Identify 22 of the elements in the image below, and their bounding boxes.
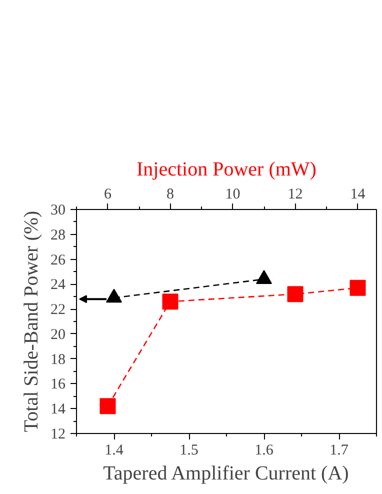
x-tick-label: 1.7 [330,442,349,458]
x2-tick-label: 10 [225,186,240,202]
x-tick-label: 1.5 [180,442,198,458]
x2-tick-label: 8 [166,186,174,202]
y-axis-title: Total Side-Band Power (%) [20,210,42,432]
x-tick-label: 1.6 [254,442,274,458]
x2-tick-label: 12 [288,186,303,202]
y-tick-label: 24 [50,277,66,294]
y-tick-label: 30 [50,202,66,218]
y-tick-label: 26 [50,252,66,268]
y-tick-label: 12 [50,426,66,442]
x2-tick-label: 6 [104,186,112,202]
x2-axis-title: Injection Power (mW) [136,158,316,180]
y-tick-label: 20 [50,326,66,343]
y-tick-label: 28 [50,227,66,244]
x-tick-label: 1.4 [104,442,124,458]
x2-tick-label: 14 [350,186,366,202]
y-tick-label: 22 [50,302,66,318]
y-tick-label: 18 [50,352,66,368]
y-tick-label: 16 [50,376,66,393]
y-tick-label: 14 [50,402,66,418]
x-axis-title: Tapered Amplifier Current (A) [103,462,349,484]
